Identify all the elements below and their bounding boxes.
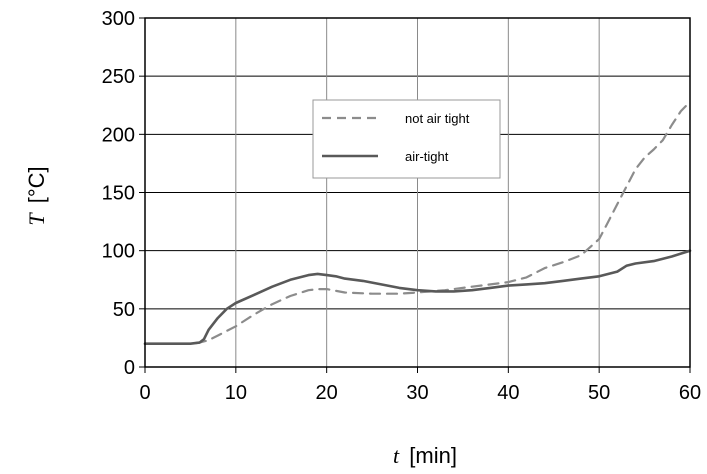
y-axis-unit: [°C] xyxy=(24,166,49,203)
x-tick-label: 30 xyxy=(406,382,428,404)
tick-labels: 0 50 100 150 200 250 300 0 10 20 30 40 50 60 xyxy=(102,8,702,404)
y-tick-label: 300 xyxy=(102,8,135,30)
series-lines xyxy=(143,100,692,345)
y-tick-label: 50 xyxy=(113,299,135,321)
legend-label-air-tight: air-tight xyxy=(405,149,449,164)
grid-lines xyxy=(139,17,691,373)
x-tick-label: 50 xyxy=(588,382,610,404)
plot-frame xyxy=(144,17,691,368)
x-tick-label: 10 xyxy=(225,382,247,404)
legend-box xyxy=(312,99,501,179)
y-tick-label: 100 xyxy=(102,241,135,263)
y-tick-label: 0 xyxy=(124,357,135,379)
legend-label-not-air-tight: not air tight xyxy=(405,111,470,126)
x-axis-unit: [min] xyxy=(409,443,457,468)
y-tick-label: 200 xyxy=(102,124,135,146)
x-axis-variable: t xyxy=(393,443,400,468)
y-axis-label: T [°C] xyxy=(24,166,49,225)
series-line-air-tight xyxy=(143,249,692,345)
y-tick-label: 150 xyxy=(102,183,135,205)
y-axis-variable: T xyxy=(24,212,49,226)
y-tick-label: 250 xyxy=(102,66,135,88)
x-tick-label: 20 xyxy=(316,382,338,404)
x-tick-label: 60 xyxy=(679,382,701,404)
x-tick-label: 0 xyxy=(139,382,150,404)
x-axis-label: t [min] xyxy=(393,443,457,468)
legend: not air tight air-tight xyxy=(312,99,501,179)
x-tick-label: 40 xyxy=(497,382,519,404)
